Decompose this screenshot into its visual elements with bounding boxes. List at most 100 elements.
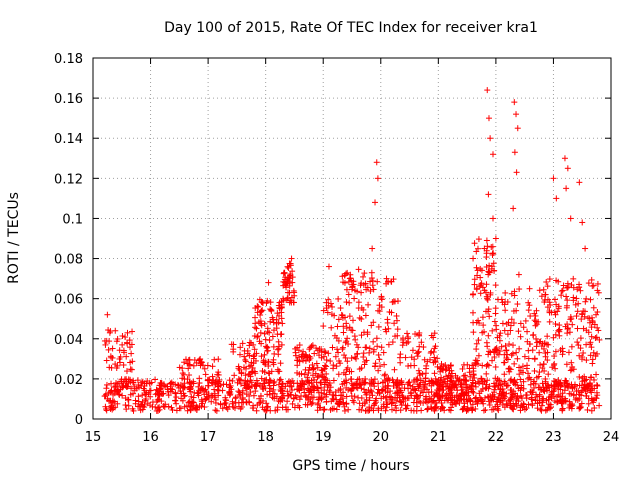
data-point [278, 341, 285, 348]
data-point [537, 406, 544, 413]
data-point [495, 407, 502, 414]
data-point [323, 398, 330, 405]
data-point [263, 400, 270, 407]
data-point [143, 391, 150, 398]
data-point [469, 406, 476, 413]
data-point [355, 299, 362, 306]
data-point [368, 322, 375, 329]
data-point [139, 392, 146, 399]
data-point [558, 396, 565, 403]
data-point [588, 382, 595, 389]
data-point [257, 393, 264, 400]
data-point [129, 358, 136, 365]
data-point [360, 354, 367, 361]
data-point [346, 324, 353, 331]
data-point [128, 385, 135, 392]
data-point [584, 406, 591, 413]
data-point [343, 325, 350, 332]
data-point [211, 386, 218, 393]
data-point [554, 398, 561, 405]
data-point [270, 359, 277, 366]
data-point [285, 378, 292, 385]
data-point [459, 406, 466, 413]
data-point [232, 394, 239, 401]
data-point [102, 405, 109, 412]
data-point [469, 388, 476, 395]
data-point [196, 379, 203, 386]
data-point [464, 405, 471, 412]
data-point [380, 386, 387, 393]
data-point [275, 312, 282, 319]
data-point [370, 407, 377, 414]
data-point [247, 373, 254, 380]
data-point [438, 405, 445, 412]
data-point [215, 371, 222, 378]
data-point [253, 383, 260, 390]
data-point [346, 299, 353, 306]
data-point [310, 394, 317, 401]
data-point [325, 296, 332, 303]
data-point [275, 381, 282, 388]
data-point [349, 397, 356, 404]
data-point [341, 352, 348, 359]
data-point [126, 337, 133, 344]
data-point [343, 393, 350, 400]
data-point [269, 394, 276, 401]
data-point [124, 340, 131, 347]
data-point [482, 394, 489, 401]
data-point [115, 386, 122, 393]
data-point [289, 377, 296, 384]
data-point [288, 383, 295, 390]
data-point [179, 365, 186, 372]
data-point [252, 370, 259, 377]
data-point [366, 345, 373, 352]
data-point [180, 390, 187, 397]
data-point [178, 395, 185, 402]
data-point [259, 307, 266, 314]
data-point [206, 394, 213, 401]
data-point [278, 385, 285, 392]
data-point [250, 353, 257, 360]
y-tick-labels: 0 0.02 0.04 0.06 0.08 0.1 0.12 0.14 0.16 0.18 [54, 52, 83, 428]
grid-lines [93, 58, 611, 419]
data-point [296, 354, 303, 361]
x-tick-label: 22 [488, 430, 505, 445]
data-point [432, 375, 439, 382]
data-point [593, 389, 600, 396]
data-point [222, 394, 229, 401]
data-point [345, 406, 352, 413]
data-point [370, 402, 377, 409]
x-tick-labels: 15 16 17 18 19 20 21 22 23 24 [85, 430, 620, 445]
data-point [120, 361, 127, 368]
data-point [241, 353, 248, 360]
data-point [358, 365, 365, 372]
data-point [223, 404, 230, 411]
data-point [292, 392, 299, 399]
data-point [325, 350, 332, 357]
data-point [123, 406, 130, 413]
data-point [215, 387, 222, 394]
data-point [155, 391, 162, 398]
data-point [446, 406, 453, 413]
data-point [267, 407, 274, 414]
data-point [109, 397, 116, 404]
data-point [372, 397, 379, 404]
data-point [125, 402, 132, 409]
data-point [307, 344, 314, 351]
data-point [242, 365, 249, 372]
data-point [417, 377, 424, 384]
x-tick-label: 19 [315, 430, 332, 445]
y-tick-label: 0.14 [54, 132, 83, 147]
data-point [361, 361, 368, 368]
data-point [103, 381, 110, 388]
data-point [296, 396, 303, 403]
data-point [194, 404, 201, 411]
data-point [249, 405, 256, 412]
data-point [259, 385, 266, 392]
data-point [107, 389, 114, 396]
data-point [402, 402, 409, 409]
data-point [596, 402, 603, 409]
data-point [335, 295, 342, 302]
data-point [284, 398, 291, 405]
data-point [280, 297, 287, 304]
